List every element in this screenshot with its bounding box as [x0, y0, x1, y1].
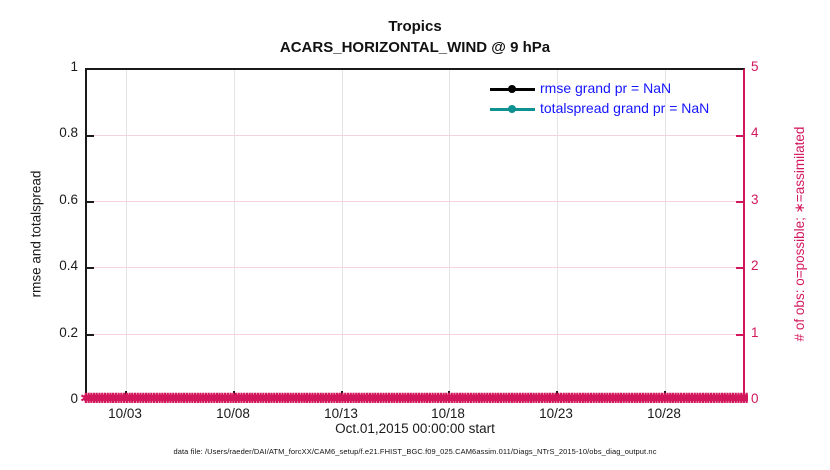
figure-title-region: Tropics: [388, 18, 442, 35]
tick-mark-bottom: [233, 391, 235, 398]
tick-mark-left: [87, 334, 94, 336]
gridline-horizontal: [87, 267, 743, 268]
tick-mark-bottom: [556, 391, 558, 398]
tick-mark-right: [736, 201, 743, 203]
x-tick-label: 10/18: [431, 406, 465, 421]
y-left-tick-label: 1: [70, 59, 78, 74]
y-right-tick-label: 4: [751, 125, 759, 140]
title-block: Tropics ACARS_HORIZONTAL_WIND @ 9 hPa: [0, 16, 830, 58]
legend-label-rmse: rmse grand pr = NaN: [540, 80, 672, 96]
tick-mark-right: [736, 334, 743, 336]
y-right-tick-label: 0: [751, 391, 759, 406]
tick-mark-right: [736, 267, 743, 269]
tick-mark-left: [87, 201, 94, 203]
gridline-horizontal: [87, 334, 743, 335]
y-right-tick-label: 5: [751, 59, 759, 74]
gridline-vertical: [126, 70, 127, 398]
y-right-tick-label: 3: [751, 192, 759, 207]
gridline-horizontal: [87, 201, 743, 202]
y-right-tick-label: 1: [751, 325, 759, 340]
tick-mark-left: [87, 267, 94, 269]
x-tick-label: 10/23: [539, 406, 573, 421]
x-tick-label: 10/03: [108, 406, 142, 421]
legend-marker-totalspread-icon: [508, 105, 516, 113]
x-tick-label: 10/08: [216, 406, 250, 421]
x-tick-label: 10/28: [647, 406, 681, 421]
y-left-tick-label: 0.2: [59, 325, 78, 340]
plot-area: [85, 68, 745, 400]
x-tick-label: 10/13: [324, 406, 358, 421]
legend-marker-rmse-icon: [508, 85, 516, 93]
tick-mark-bottom: [125, 391, 127, 398]
x-axis-label: Oct.01,2015 00:00:00 start: [335, 421, 495, 436]
y-left-axis-label: rmse and totalspread: [28, 170, 44, 298]
y-left-tick-label: 0.6: [59, 192, 78, 207]
gridline-vertical: [342, 70, 343, 398]
gridline-vertical: [234, 70, 235, 398]
gridline-vertical: [449, 70, 450, 398]
legend-label-totalspread: totalspread grand pr = NaN: [540, 100, 710, 116]
tick-mark-left: [87, 135, 94, 137]
obs-marker-band: ✱✱✱✱✱✱✱✱✱✱✱✱✱✱✱✱✱✱✱✱✱✱✱✱✱✱✱✱✱✱✱✱✱✱✱✱✱✱✱✱…: [80, 392, 748, 407]
gridline-vertical: [665, 70, 666, 398]
y-left-tick-label: 0.8: [59, 125, 78, 140]
tick-mark-bottom: [341, 391, 343, 398]
y-left-tick-label: 0: [70, 391, 78, 406]
tick-mark-bottom: [448, 391, 450, 398]
y-left-tick-label: 0.4: [59, 258, 78, 273]
gridline-vertical: [557, 70, 558, 398]
y-right-axis-label: # of obs: o=possible; ∗=assimilated: [792, 126, 807, 342]
gridline-horizontal: [87, 135, 743, 136]
y-right-tick-label: 2: [751, 258, 759, 273]
figure-title-variable: ACARS_HORIZONTAL_WIND @ 9 hPa: [279, 39, 551, 56]
tick-mark-right: [736, 135, 743, 137]
datafile-path-text: data file: /Users/raeder/DAI/ATM_forcXX/…: [173, 447, 657, 456]
tick-mark-bottom: [664, 391, 666, 398]
